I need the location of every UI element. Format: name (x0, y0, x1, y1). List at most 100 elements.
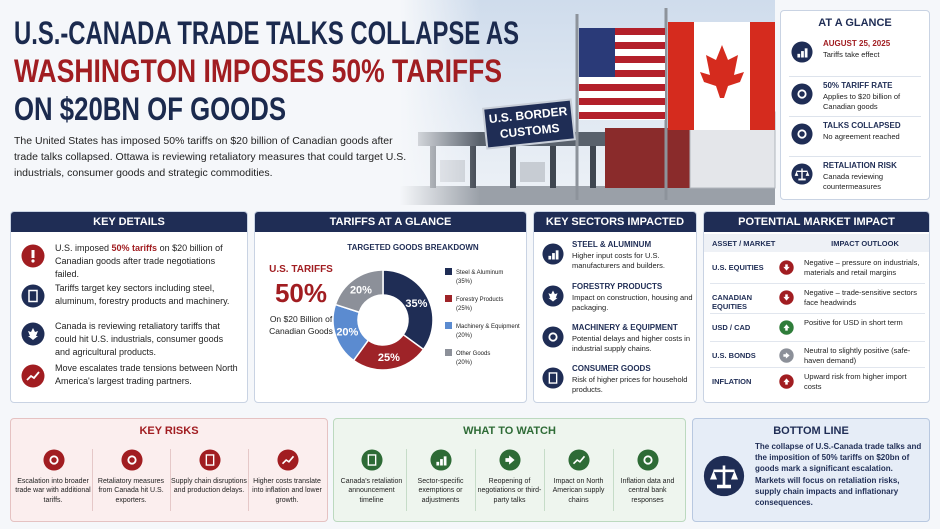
icon (637, 449, 659, 471)
canada-flag (668, 22, 775, 130)
icon (779, 374, 794, 389)
icon (361, 449, 383, 471)
icon-box (791, 123, 813, 145)
icon-circle (361, 449, 383, 471)
glyph (643, 455, 653, 465)
text-part: 50% tariffs (111, 243, 158, 253)
impact-outlook: Upward risk from higher import costs (804, 372, 907, 392)
bottom-line-text: The collapse of U.S.-Canada trade talks … (755, 442, 922, 507)
column-divider (613, 449, 614, 511)
asset-name: INFLATION (712, 377, 752, 386)
item-text: Applies to $20 billion of Canadian goods (823, 92, 901, 111)
icon (277, 449, 299, 471)
legend-label: Steel & Aluminum (456, 270, 503, 276)
icon-box (21, 364, 45, 388)
icon-circle (277, 449, 299, 471)
legend-swatch (445, 349, 452, 356)
column-header: ASSET / MARKET (712, 239, 776, 248)
panel-title: BOTTOM LINE (773, 425, 849, 437)
watch-text: Reopening of negotiations or third-party… (477, 478, 542, 504)
icon-glyph (643, 455, 653, 465)
icon-box (779, 374, 794, 389)
text-part: on $20 billion of Canadian goods after t… (55, 243, 223, 280)
customs-sign (482, 98, 576, 150)
glyph (801, 51, 804, 58)
icon-box (542, 243, 564, 265)
icon-glyph (710, 465, 738, 489)
row-divider (710, 341, 925, 342)
icon-box (779, 320, 794, 335)
icon (791, 41, 813, 63)
icon-glyph (28, 289, 38, 303)
legend-label: Machinery & Equipment (456, 324, 520, 330)
icon-glyph (548, 250, 559, 260)
glyph (717, 484, 731, 489)
icon (21, 364, 45, 388)
divider (789, 76, 921, 77)
icon-glyph (28, 328, 38, 340)
item-text: Tariffs take effect (823, 50, 880, 59)
impact-outlook: Positive for USD in short term (804, 318, 903, 327)
icon (542, 367, 564, 389)
icon (542, 326, 564, 348)
legend-share: (20%) (456, 333, 472, 339)
key-risks: KEY RISKS Escalation into broader trade w… (10, 418, 328, 522)
risk-text: Higher costs translate into inflation an… (252, 478, 322, 504)
what-to-watch: WHAT TO WATCH Canada's retaliation announ… (333, 418, 686, 522)
icon (430, 449, 452, 471)
photo-fade (400, 0, 480, 205)
donut-segment (334, 269, 384, 314)
panel-header: TARIFFS AT A GLANCE (255, 212, 526, 232)
item-text: Tariffs target key sectors including ste… (55, 282, 240, 308)
icon-circle (637, 449, 659, 471)
column-divider (475, 449, 476, 511)
divider (789, 156, 921, 157)
glyph (797, 89, 807, 99)
donut-chart: TARGETED GOODS BREAKDOWN 35% Steel & Alumi… (332, 243, 520, 371)
icon-box (121, 449, 143, 471)
icon (21, 322, 45, 346)
icon-glyph (548, 372, 558, 384)
panel-header: KEY SECTORS IMPACTED (534, 212, 696, 232)
item-heading: AUGUST 25, 2025 (823, 39, 891, 48)
icon-glyph (783, 294, 790, 301)
bottom-line: BOTTOM LINE The collapse of U.S.-Canada t… (692, 418, 930, 522)
title-line: WASHINGTON IMPOSES 50% TARIFFS (14, 53, 502, 89)
risk-text: Supply chain disruptions and production … (171, 478, 247, 495)
icon (779, 348, 794, 363)
watch-text: Canada's retaliation announcement timeli… (340, 478, 403, 504)
icon (21, 284, 45, 308)
icon-box (277, 449, 299, 471)
icon-glyph (794, 168, 810, 181)
key-sectors: KEY SECTORS IMPACTED STEEL & ALUMINUM High… (533, 211, 697, 403)
legend-swatch (445, 268, 452, 275)
icon-circle (542, 367, 564, 389)
icon-glyph (783, 378, 790, 385)
glyph (505, 455, 515, 465)
watch-text: Inflation data and central bank response… (620, 478, 675, 504)
icon-box (361, 449, 383, 471)
table-header-row (704, 234, 929, 252)
icon-glyph (367, 454, 377, 466)
glyph (710, 470, 738, 480)
icon (199, 449, 221, 471)
icon-box (637, 449, 659, 471)
legend-label: Forestry Products (456, 297, 503, 303)
column-header: IMPACT OUTLOOK (831, 239, 899, 248)
item-heading: MACHINERY & EQUIPMENT (572, 323, 678, 332)
icon-box (542, 326, 564, 348)
icon-box (542, 367, 564, 389)
item-heading: 50% TARIFF RATE (823, 81, 893, 90)
column-divider (170, 449, 171, 511)
icon-circle (568, 449, 590, 471)
glyph (49, 455, 59, 465)
icon-circle (542, 326, 564, 348)
icon-glyph (281, 455, 295, 465)
row-divider (710, 313, 925, 314)
photo (400, 0, 776, 205)
icon (121, 449, 143, 471)
glyph (26, 371, 40, 381)
icon-box (430, 449, 452, 471)
icon-glyph (783, 264, 790, 271)
